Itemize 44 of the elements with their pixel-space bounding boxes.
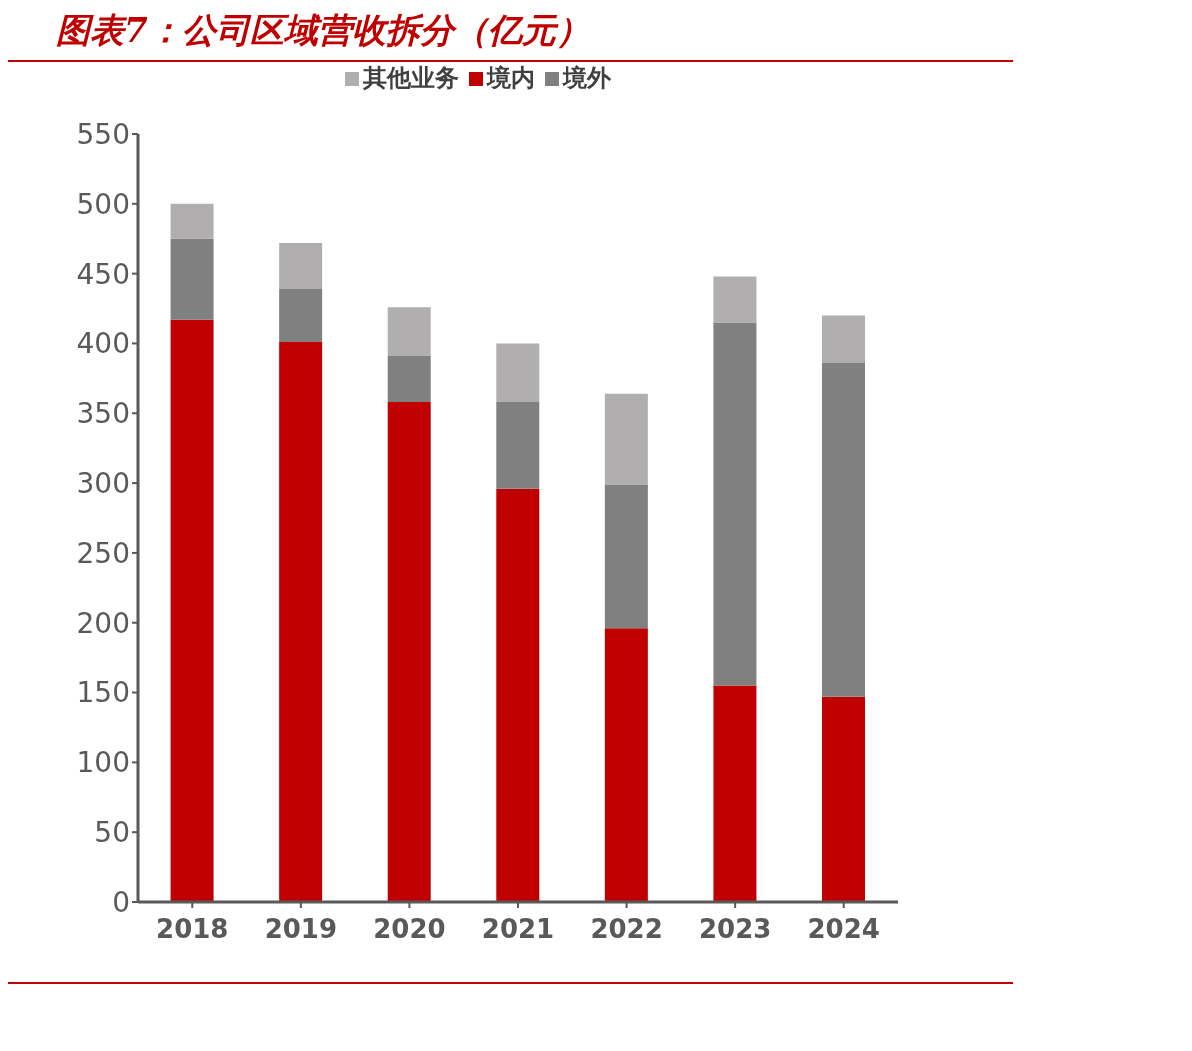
bar	[822, 315, 865, 363]
bar	[822, 363, 865, 697]
x-tick-label: 2021	[481, 914, 555, 945]
x-tick-label: 2020	[373, 914, 446, 945]
legend-label: 其他业务	[363, 64, 459, 92]
y-tick-label: 150	[76, 676, 130, 710]
bar	[496, 343, 540, 403]
x-tick-label: 2022	[590, 914, 663, 945]
bar	[496, 402, 540, 489]
y-tick-label: 450	[76, 257, 130, 291]
bar	[170, 238, 214, 320]
y-tick-label: 250	[76, 536, 130, 570]
bar	[604, 628, 648, 902]
y-tick-label: 550	[76, 117, 130, 151]
legend-label: 境内	[487, 64, 535, 92]
bar	[387, 402, 431, 902]
x-tick-label: 2023	[698, 914, 772, 945]
x-tick-label: 2018	[156, 914, 229, 945]
bar	[604, 393, 648, 485]
y-tick-label: 300	[76, 467, 130, 501]
y-tick-label: 100	[76, 746, 130, 780]
bar	[170, 319, 214, 902]
bar	[713, 322, 757, 686]
bar	[713, 685, 757, 902]
bar	[387, 356, 431, 403]
y-tick-label: 200	[76, 606, 130, 640]
y-tick-label: 0	[112, 885, 130, 919]
bar	[713, 276, 757, 323]
x-tick-label: 2019	[264, 914, 338, 945]
y-tick-label: 50	[94, 816, 130, 850]
bar	[279, 289, 323, 343]
y-tick-label: 350	[76, 397, 130, 431]
bar	[279, 242, 323, 289]
bar	[170, 203, 214, 239]
legend-label: 境外	[563, 64, 611, 92]
bar	[822, 696, 865, 902]
bar	[496, 488, 540, 902]
y-tick-label: 500	[76, 187, 130, 221]
bar	[279, 342, 323, 902]
bar	[387, 307, 431, 357]
chart-title: 图表7：公司区域营收拆分（亿元）	[55, 9, 591, 52]
x-tick-label: 2024	[807, 914, 880, 945]
y-tick-label: 400	[76, 327, 130, 361]
bar	[604, 484, 648, 629]
